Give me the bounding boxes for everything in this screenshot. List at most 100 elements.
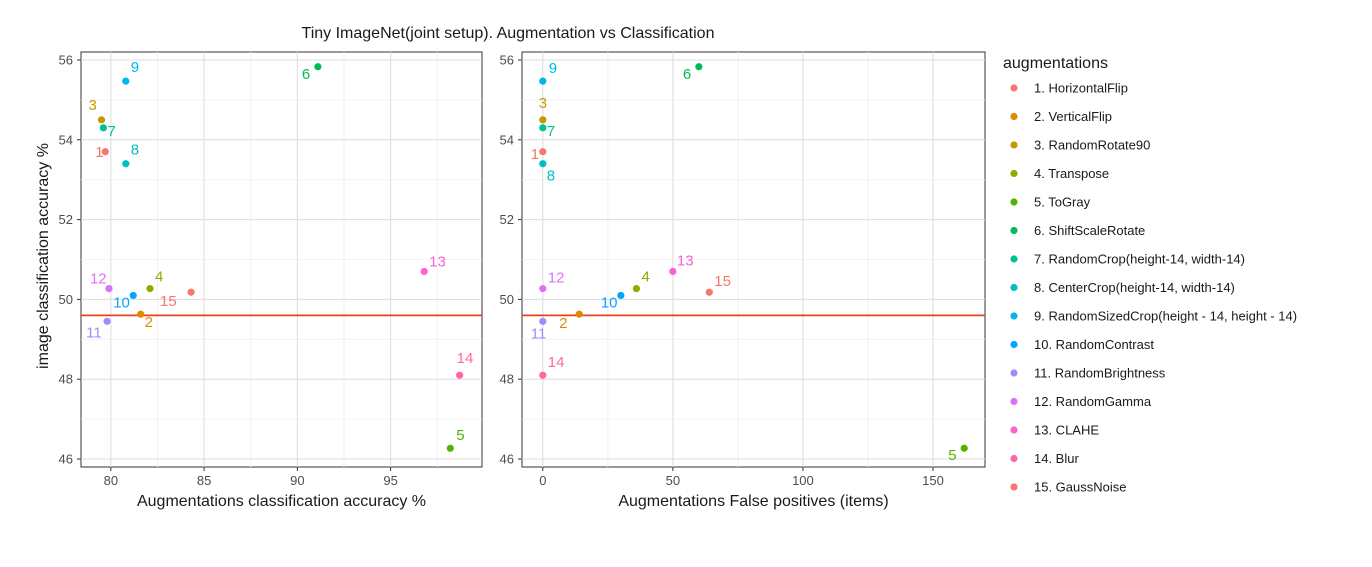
legend-key-13 — [1010, 426, 1018, 434]
data-point-9 — [122, 77, 130, 85]
data-point-3 — [97, 116, 106, 124]
data-point-6 — [314, 63, 322, 71]
y-tick-label: 50 — [500, 292, 514, 307]
legend-label-8: 8. CenterCrop(height-14, width-14) — [1034, 280, 1235, 295]
y-tick-label: 46 — [500, 452, 514, 467]
point-label-13: 13 — [677, 252, 694, 269]
legend-label-14: 14. Blur — [1034, 451, 1079, 466]
legend-label-11: 11. RandomBrightness — [1034, 366, 1166, 381]
legend-key-15 — [1010, 483, 1018, 491]
legend-label-4: 4. Transpose — [1034, 166, 1109, 181]
data-point-12 — [539, 285, 547, 293]
legend-label-15: 15. GaussNoise — [1034, 480, 1127, 495]
data-point-13 — [669, 267, 677, 276]
point-label-11: 11 — [86, 324, 102, 341]
point-label-2: 2 — [559, 315, 567, 332]
y-tick-label: 56 — [500, 52, 514, 67]
data-point-5 — [960, 444, 968, 452]
legend-label-13: 13. CLAHE — [1034, 423, 1099, 438]
legend-label-6: 6. ShiftScaleRotate — [1034, 223, 1145, 238]
data-point-3 — [539, 116, 547, 124]
data-point-1 — [539, 148, 547, 156]
data-point-4 — [146, 285, 154, 293]
y-tick-label: 56 — [59, 52, 73, 67]
data-point-14 — [539, 371, 547, 379]
legend-label-9: 9. RandomSizedCrop(height - 14, height -… — [1034, 309, 1297, 324]
point-label-15: 15 — [714, 273, 731, 290]
y-tick-label: 46 — [59, 452, 73, 467]
point-label-4: 4 — [155, 269, 163, 286]
point-label-2: 2 — [145, 314, 153, 331]
legend: augmentations 1. HorizontalFlip 2. Vertic… — [1003, 55, 1297, 495]
point-label-1: 1 — [531, 146, 539, 163]
x-axis-label: Augmentations classification accuracy % — [137, 493, 426, 510]
data-point-6 — [695, 63, 703, 71]
point-label-3: 3 — [539, 95, 547, 112]
y-tick-label: 54 — [500, 132, 514, 147]
point-label-6: 6 — [302, 66, 310, 83]
data-point-7 — [539, 124, 547, 132]
legend-key-3 — [1010, 141, 1018, 149]
point-label-5: 5 — [948, 447, 956, 464]
legend-key-8 — [1010, 283, 1018, 292]
x-tick-label: 150 — [922, 473, 944, 488]
y-tick-label: 52 — [500, 212, 514, 227]
point-label-10: 10 — [601, 294, 618, 311]
point-label-12: 12 — [90, 271, 107, 288]
legend-key-14 — [1010, 454, 1018, 463]
data-point-15 — [187, 288, 195, 296]
data-point-10 — [129, 291, 137, 300]
chart-title: Tiny ImageNet(joint setup). Augmentation… — [302, 25, 715, 42]
panel-false-positives: 0 50 100 1504648505254561234567891011121314… — [500, 51, 986, 510]
panel-accuracy: 80 85 90 9546485052545612345678910111213141… — [59, 51, 483, 510]
data-point-10 — [617, 291, 625, 300]
legend-key-7 — [1010, 255, 1018, 263]
x-tick-label: 80 — [104, 473, 118, 488]
point-label-3: 3 — [89, 97, 97, 114]
legend-label-12: 12. RandomGamma — [1034, 394, 1152, 409]
y-tick-label: 48 — [59, 372, 73, 387]
point-label-12: 12 — [548, 270, 565, 287]
legend-key-1 — [1010, 84, 1018, 92]
y-tick-label: 54 — [59, 132, 73, 147]
data-point-2 — [575, 310, 583, 318]
data-point-4 — [632, 285, 641, 293]
data-point-5 — [446, 444, 454, 452]
data-point-2 — [137, 310, 145, 318]
data-point-14 — [456, 371, 464, 379]
data-point-13 — [420, 267, 428, 276]
x-tick-label: 100 — [792, 473, 814, 488]
point-label-5: 5 — [456, 427, 464, 444]
point-label-7: 7 — [107, 123, 115, 140]
point-label-9: 9 — [131, 59, 139, 76]
data-point-1 — [101, 148, 109, 156]
point-label-13: 13 — [429, 253, 446, 270]
legend-key-4 — [1010, 169, 1018, 178]
x-tick-label: 50 — [666, 473, 680, 488]
point-label-11: 11 — [531, 325, 547, 342]
point-label-14: 14 — [548, 354, 565, 371]
legend-key-10 — [1010, 340, 1018, 349]
legend-key-9 — [1010, 312, 1018, 320]
y-axis-label: image classification accuracy % — [35, 143, 52, 369]
x-tick-label: 90 — [290, 473, 304, 488]
point-label-15: 15 — [160, 293, 177, 310]
legend-key-12 — [1010, 397, 1018, 406]
x-tick-label: 0 — [539, 473, 546, 488]
point-label-6: 6 — [683, 66, 691, 83]
point-label-1: 1 — [95, 144, 103, 161]
y-tick-label: 50 — [59, 292, 73, 307]
legend-label-7: 7. RandomCrop(height-14, width-14) — [1034, 252, 1245, 267]
data-point-11 — [103, 317, 111, 325]
legend-key-11 — [1010, 369, 1018, 377]
legend-label-10: 10. RandomContrast — [1034, 337, 1154, 352]
legend-key-6 — [1010, 226, 1018, 235]
y-tick-label: 52 — [59, 212, 73, 227]
data-point-7 — [99, 124, 107, 132]
legend-title: augmentations — [1003, 55, 1108, 72]
y-tick-label: 48 — [500, 372, 514, 387]
x-tick-label: 85 — [197, 473, 211, 488]
legend-label-1: 1. HorizontalFlip — [1034, 81, 1128, 96]
legend-label-2: 2. VerticalFlip — [1034, 109, 1112, 124]
x-tick-label: 95 — [383, 473, 397, 488]
